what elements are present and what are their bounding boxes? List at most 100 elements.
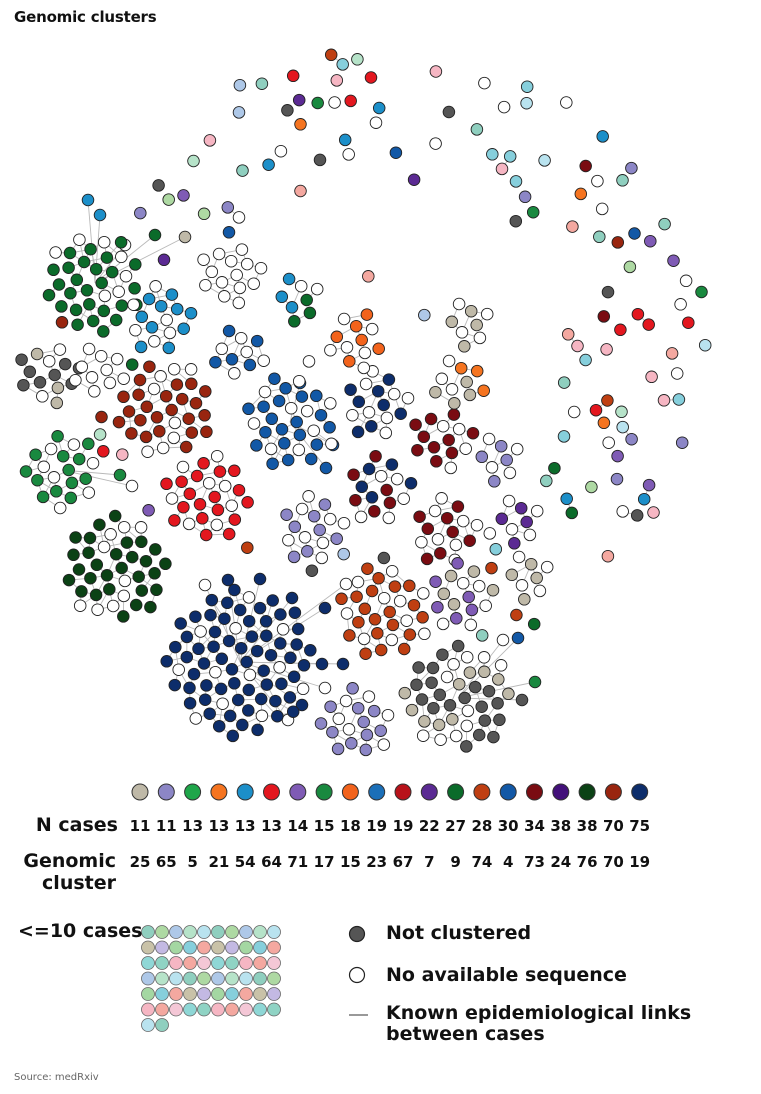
small-cluster-swatch [253, 940, 267, 955]
case-node [150, 583, 163, 597]
case-node [257, 354, 270, 367]
case-node [324, 48, 338, 62]
case-node [292, 374, 306, 388]
case-node [520, 515, 533, 529]
case-node [631, 307, 645, 321]
n-cases-value: 75 [629, 817, 651, 835]
case-node [278, 437, 291, 450]
small-cluster-swatch [155, 956, 169, 970]
case-node [259, 615, 273, 628]
case-node [520, 96, 533, 110]
case-node [463, 534, 476, 547]
case-node [69, 373, 82, 387]
case-node [492, 673, 505, 686]
case-node [253, 572, 267, 586]
case-node [215, 342, 229, 356]
case-node [319, 461, 333, 475]
case-node [458, 691, 471, 705]
case-node [314, 717, 328, 730]
case-node [291, 622, 305, 636]
case-node [86, 314, 100, 328]
case-node [223, 709, 237, 723]
case-node [218, 290, 231, 303]
case-node [216, 697, 229, 710]
n-cases-value: 19 [366, 817, 388, 835]
case-node [273, 661, 286, 674]
case-node [434, 547, 447, 560]
case-node [42, 288, 56, 302]
case-node [405, 703, 419, 717]
case-node [368, 505, 381, 518]
small-cluster-swatch [141, 956, 155, 970]
case-node [447, 408, 461, 421]
small-cluster-swatch [155, 1018, 169, 1032]
case-node [362, 462, 376, 476]
genomic-cluster-value: 74 [471, 853, 493, 871]
case-node [460, 740, 473, 753]
case-node [530, 571, 543, 585]
case-node [174, 617, 187, 630]
case-node [287, 550, 301, 564]
case-node [614, 323, 627, 337]
case-node [275, 423, 289, 436]
case-node [615, 405, 628, 419]
genomic-cluster-value: 23 [366, 853, 388, 871]
case-node [647, 506, 660, 519]
case-node [459, 442, 472, 455]
case-node [115, 561, 128, 575]
case-node [264, 648, 278, 662]
case-node [325, 437, 338, 451]
case-node [326, 725, 339, 739]
case-node [505, 523, 519, 536]
case-node [162, 341, 176, 355]
case-node [72, 452, 86, 466]
case-node [360, 728, 374, 742]
case-node [357, 715, 370, 729]
small-cluster-swatch [141, 1018, 155, 1032]
case-node [357, 361, 371, 375]
case-node [355, 480, 369, 494]
case-node [658, 217, 671, 231]
case-node [502, 687, 515, 701]
genomic-cluster-value: 25 [129, 853, 151, 871]
genomic-cluster-value: 21 [208, 853, 230, 871]
case-node [346, 682, 359, 695]
case-node [523, 528, 537, 542]
small-cluster-swatch [253, 956, 267, 970]
case-node [82, 546, 95, 559]
case-node [234, 331, 248, 345]
n-cases-value: 27 [445, 817, 467, 835]
case-node [323, 512, 337, 526]
case-node [284, 651, 297, 665]
case-node [390, 472, 404, 486]
legend-swatch-cluster-54 [236, 783, 254, 801]
case-node [382, 373, 396, 386]
case-node [129, 598, 143, 612]
case-node [368, 613, 382, 626]
case-node [296, 682, 310, 696]
case-node [290, 415, 303, 429]
case-node [284, 401, 298, 415]
case-node [83, 298, 96, 311]
genomic-cluster-value: 19 [629, 853, 651, 871]
case-node [436, 617, 450, 631]
case-node [257, 664, 270, 677]
case-node [187, 667, 201, 681]
case-node [135, 535, 148, 549]
case-node [208, 625, 222, 639]
case-node [495, 162, 509, 176]
case-node [272, 394, 286, 408]
small-cluster-swatch [169, 925, 183, 939]
case-node [198, 578, 212, 592]
case-node [460, 375, 473, 389]
case-node [84, 243, 97, 256]
legend-swatch-cluster-24 [552, 783, 570, 801]
small-cluster-swatch [183, 971, 197, 986]
case-node [62, 463, 75, 477]
case-node [512, 550, 526, 564]
case-node [403, 628, 417, 641]
case-node [142, 292, 156, 306]
case-node [428, 504, 442, 518]
case-node [235, 243, 249, 256]
case-node [350, 590, 363, 603]
